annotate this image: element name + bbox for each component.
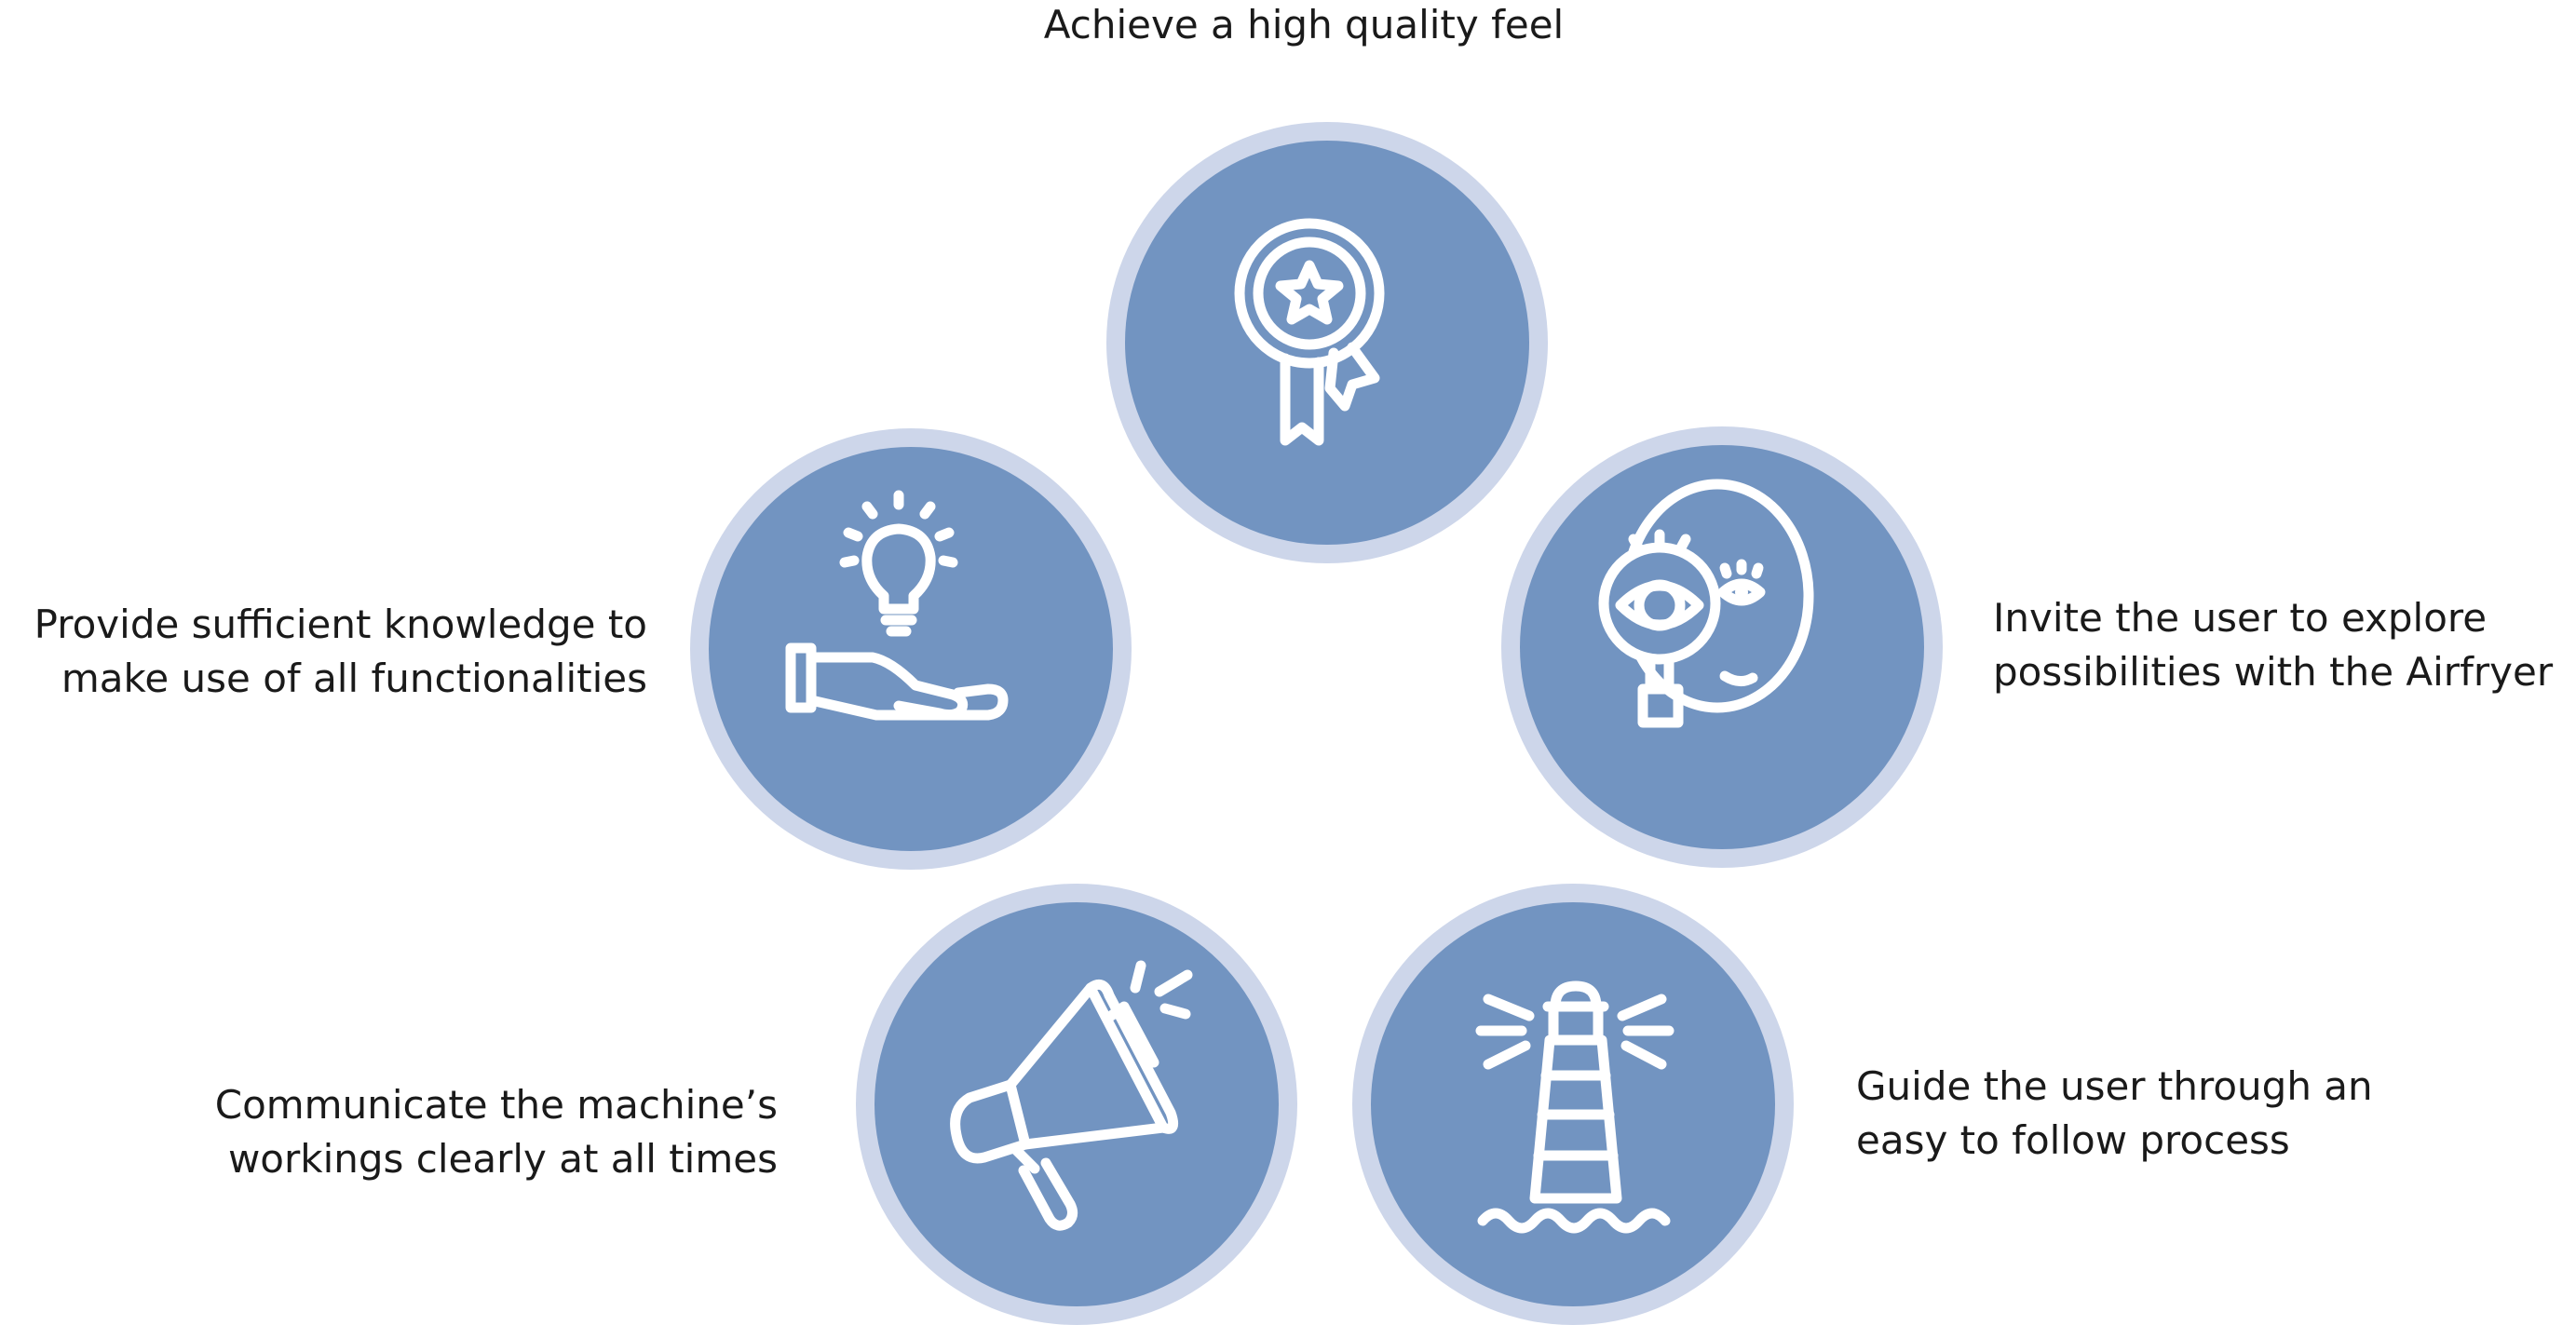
goal-label-communicate: Communicate the machine’s workings clear… [214,1082,778,1182]
goal-label-knowledge: Provide sufficient knowledge to make use… [34,602,647,701]
hand-lightbulb-icon [785,490,1009,721]
megaphone-icon [950,960,1193,1231]
goal-label-explore: Invite the user to explore possibilities… [1993,595,2554,695]
goal-circle-quality [1106,122,1548,563]
goal-label-guide: Guide the user through an easy to follow… [1856,1063,2373,1163]
goal-circle-knowledge [690,428,1132,870]
goal-circle-explore [1501,426,1943,868]
magnifier-eye-icon [1598,479,1814,728]
lighthouse-icon [1475,980,1674,1234]
goal-circle-guide [1352,884,1794,1325]
award-medal-icon [1234,218,1385,446]
goal-circle-communicate [856,884,1297,1325]
goal-label-quality: Achieve a high quality feel [1043,2,1565,47]
